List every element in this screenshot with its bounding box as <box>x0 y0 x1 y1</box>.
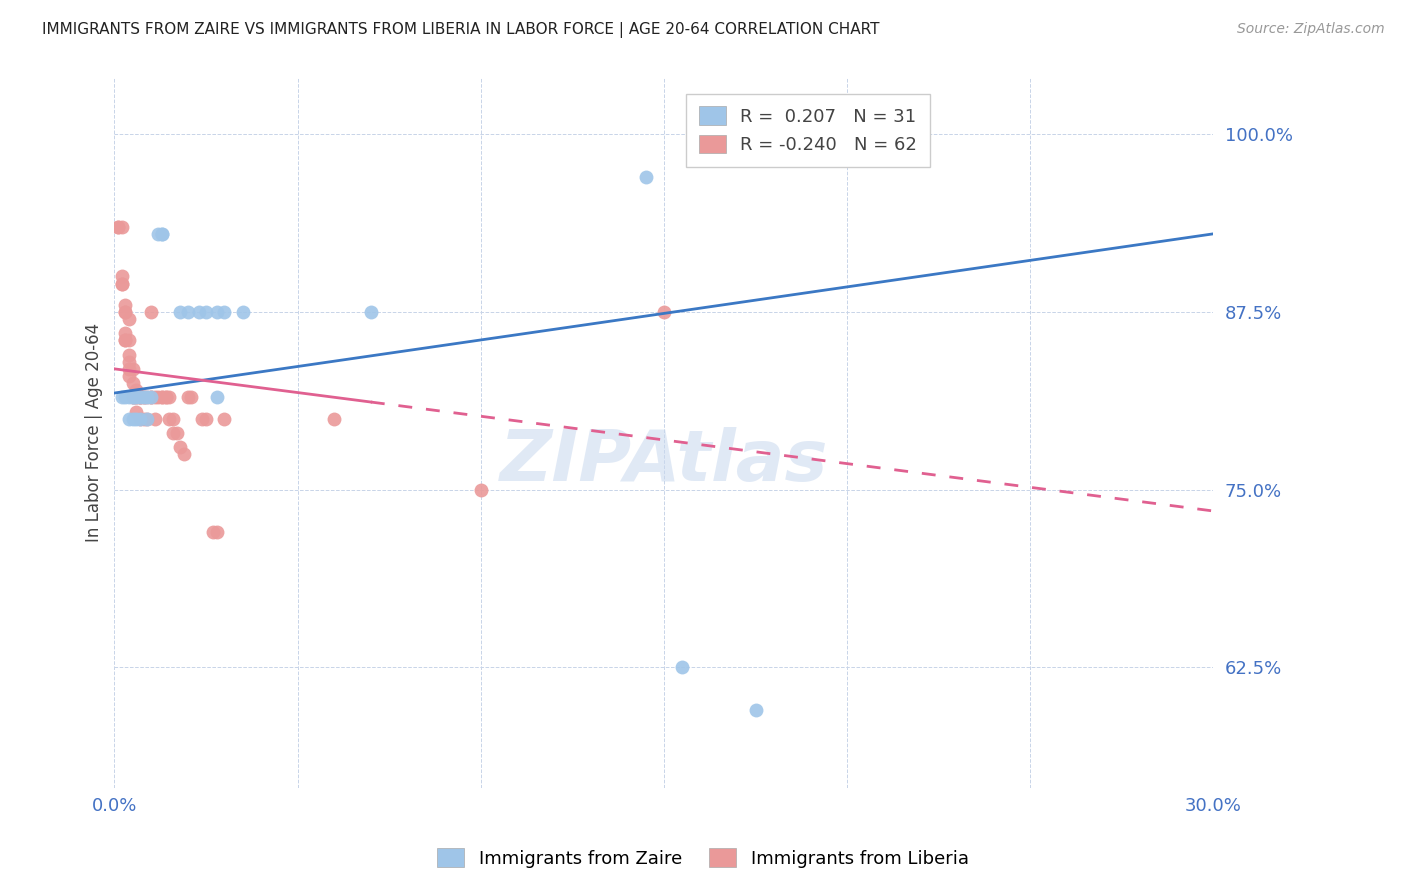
Text: IMMIGRANTS FROM ZAIRE VS IMMIGRANTS FROM LIBERIA IN LABOR FORCE | AGE 20-64 CORR: IMMIGRANTS FROM ZAIRE VS IMMIGRANTS FROM… <box>42 22 880 38</box>
Point <box>118 390 141 404</box>
Point <box>173 447 195 461</box>
Point <box>118 334 141 348</box>
Point <box>205 390 228 404</box>
Point <box>121 376 143 390</box>
Point <box>470 483 492 497</box>
Point <box>121 411 143 425</box>
Point <box>139 390 162 404</box>
Point <box>169 440 191 454</box>
Point <box>195 411 218 425</box>
Point <box>107 219 129 234</box>
Point <box>195 305 218 319</box>
Point <box>162 411 184 425</box>
Point <box>323 411 346 425</box>
Point <box>129 390 152 404</box>
Point <box>114 298 136 312</box>
Point <box>191 411 214 425</box>
Legend: R =  0.207   N = 31, R = -0.240   N = 62: R = 0.207 N = 31, R = -0.240 N = 62 <box>686 94 929 167</box>
Point <box>360 305 382 319</box>
Point <box>114 305 136 319</box>
Text: Source: ZipAtlas.com: Source: ZipAtlas.com <box>1237 22 1385 37</box>
Point <box>180 390 202 404</box>
Point <box>166 425 188 440</box>
Point <box>125 404 148 418</box>
Point <box>132 390 155 404</box>
Point <box>132 411 155 425</box>
Point <box>107 219 129 234</box>
Point <box>129 411 152 425</box>
Point <box>129 411 152 425</box>
Point <box>136 390 159 404</box>
Point <box>232 305 254 319</box>
Point <box>143 411 166 425</box>
Point <box>652 305 675 319</box>
Point <box>162 425 184 440</box>
Point <box>125 411 148 425</box>
Point <box>129 390 152 404</box>
Point <box>205 525 228 540</box>
Point <box>132 390 155 404</box>
Point <box>150 390 173 404</box>
Point <box>157 390 180 404</box>
Point <box>121 390 143 404</box>
Point <box>114 334 136 348</box>
Point <box>114 305 136 319</box>
Point <box>118 312 141 326</box>
Point <box>121 390 143 404</box>
Point <box>111 269 134 284</box>
Point <box>150 390 173 404</box>
Point <box>214 411 236 425</box>
Point <box>155 390 177 404</box>
Point <box>125 390 148 404</box>
Point <box>125 383 148 397</box>
Point <box>744 703 766 717</box>
Point <box>125 390 148 404</box>
Point <box>129 390 152 404</box>
Point <box>155 390 177 404</box>
Point <box>634 169 657 184</box>
Point <box>111 390 134 404</box>
Point <box>121 390 143 404</box>
Point <box>157 411 180 425</box>
Point <box>111 277 134 291</box>
Point <box>118 362 141 376</box>
Point <box>139 390 162 404</box>
Point <box>132 390 155 404</box>
Point <box>136 411 159 425</box>
Point <box>148 227 170 241</box>
Y-axis label: In Labor Force | Age 20-64: In Labor Force | Age 20-64 <box>86 323 103 542</box>
Point <box>139 390 162 404</box>
Text: ZIPAtlas: ZIPAtlas <box>499 426 828 496</box>
Point <box>873 873 896 888</box>
Point <box>118 411 141 425</box>
Point <box>214 305 236 319</box>
Point <box>150 227 173 241</box>
Point <box>118 368 141 383</box>
Point <box>111 219 134 234</box>
Point <box>121 390 143 404</box>
Point <box>136 411 159 425</box>
Point <box>129 390 152 404</box>
Point <box>176 390 198 404</box>
Point <box>111 277 134 291</box>
Point <box>139 305 162 319</box>
Point <box>671 660 693 674</box>
Point <box>114 326 136 341</box>
Point <box>114 390 136 404</box>
Point <box>136 390 159 404</box>
Point <box>121 362 143 376</box>
Point <box>187 305 209 319</box>
Point <box>202 525 225 540</box>
Point <box>205 305 228 319</box>
Point <box>114 334 136 348</box>
Point <box>118 355 141 369</box>
Legend: Immigrants from Zaire, Immigrants from Liberia: Immigrants from Zaire, Immigrants from L… <box>426 838 980 879</box>
Point <box>143 390 166 404</box>
Point <box>125 390 148 404</box>
Point <box>176 305 198 319</box>
Point <box>148 390 170 404</box>
Point <box>150 227 173 241</box>
Point <box>118 348 141 362</box>
Point <box>169 305 191 319</box>
